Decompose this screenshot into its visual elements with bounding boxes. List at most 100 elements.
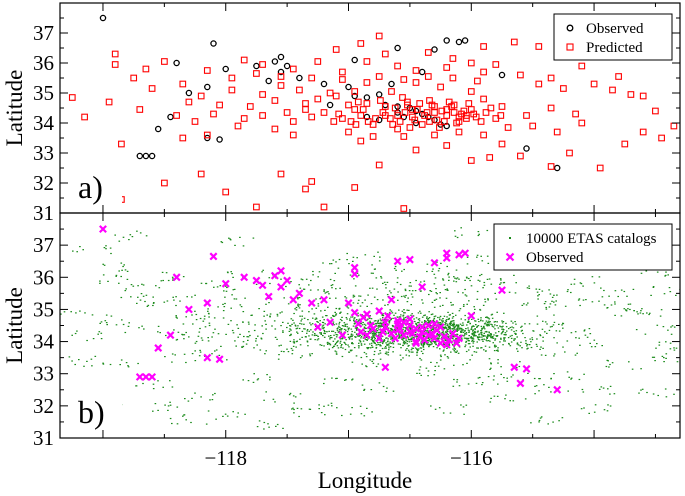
etas-point [416, 351, 419, 353]
etas-point [171, 422, 173, 425]
etas-point [90, 358, 93, 360]
etas-point [561, 417, 564, 419]
etas-point [377, 251, 379, 253]
etas-point [336, 334, 339, 336]
etas-point [335, 341, 338, 343]
etas-point [481, 384, 483, 386]
etas-point [468, 331, 470, 333]
etas-point [126, 270, 129, 272]
etas-point [478, 233, 480, 235]
etas-point [303, 328, 305, 330]
observed-point [350, 308, 359, 317]
etas-point [668, 287, 671, 289]
etas-point [463, 335, 465, 337]
etas-point [455, 325, 458, 327]
etas-point [290, 333, 292, 335]
etas-point [475, 324, 477, 326]
etas-point [419, 290, 422, 292]
etas-point [241, 346, 244, 348]
predicted-point [357, 137, 365, 145]
etas-point [377, 320, 379, 322]
predicted-point [330, 118, 338, 125]
etas-point [473, 351, 476, 353]
etas-point [229, 239, 232, 241]
etas-point [320, 310, 322, 312]
etas-point [512, 400, 515, 402]
etas-point [426, 331, 428, 333]
etas-point [463, 304, 465, 306]
etas-point [291, 353, 294, 355]
etas-point [485, 324, 488, 326]
etas-point [502, 325, 504, 327]
etas-point [466, 303, 468, 305]
etas-point [544, 331, 546, 333]
etas-point [317, 276, 319, 278]
etas-point [271, 325, 273, 327]
etas-point [425, 320, 427, 322]
etas-point [289, 334, 291, 337]
etas-point [408, 327, 411, 329]
etas-point [467, 320, 469, 322]
etas-point [348, 263, 350, 265]
observed-point [363, 94, 371, 101]
etas-point [483, 332, 485, 334]
etas-point [550, 391, 552, 393]
etas-point [258, 420, 261, 422]
etas-point [540, 346, 542, 348]
observed-point [378, 327, 387, 336]
etas-point [346, 323, 348, 325]
observed-point [204, 83, 211, 91]
etas-point [433, 283, 436, 285]
etas-point [458, 327, 460, 329]
etas-point [447, 325, 450, 327]
predicted-point [302, 185, 309, 193]
etas-point [493, 375, 495, 377]
etas-point [355, 336, 357, 338]
etas-point [388, 290, 391, 292]
etas-point [476, 290, 479, 293]
predicted-point [658, 134, 665, 142]
observed-point [338, 331, 347, 340]
etas-point [478, 321, 480, 323]
etas-point [588, 412, 590, 414]
predicted-point [388, 88, 395, 95]
etas-point [420, 359, 423, 361]
etas-point [467, 321, 469, 323]
etas-point [487, 334, 489, 336]
observed-point [418, 323, 427, 332]
etas-point [359, 305, 362, 307]
etas-point [428, 346, 430, 348]
etas-point [336, 377, 338, 379]
predicted-point [433, 116, 441, 124]
etas-point [529, 338, 531, 340]
observed-point [271, 58, 279, 65]
etas-point [220, 345, 222, 347]
etas-point [335, 377, 337, 380]
etas-point [484, 331, 487, 333]
etas-point [408, 309, 410, 311]
etas-point [268, 426, 270, 428]
predicted-point [436, 124, 443, 131]
etas-point [182, 323, 185, 325]
etas-point [372, 362, 375, 364]
etas-point [528, 285, 530, 287]
etas-point [369, 328, 371, 330]
etas-point [351, 342, 353, 344]
series-observed [99, 14, 561, 172]
etas-point [538, 288, 541, 290]
etas-point [520, 326, 522, 328]
etas-point [370, 322, 373, 324]
etas-point [257, 335, 259, 337]
etas-point [341, 320, 343, 322]
etas-point [306, 341, 309, 343]
etas-point [256, 379, 259, 381]
etas-point [373, 332, 376, 335]
etas-point [471, 332, 473, 335]
predicted-point [437, 83, 444, 91]
etas-point [489, 321, 491, 323]
etas-point [136, 302, 138, 304]
etas-point [367, 347, 370, 349]
etas-point [480, 319, 482, 321]
etas-point [460, 227, 462, 229]
